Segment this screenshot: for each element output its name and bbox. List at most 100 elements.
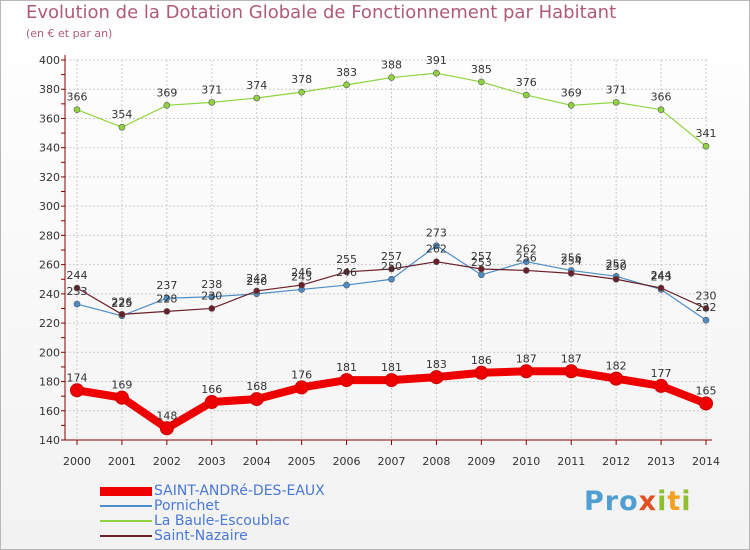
- data-label-saint_andre-2014: 165: [696, 384, 717, 397]
- data-point-saint_nazaire-2000: [73, 284, 81, 292]
- data-point-saint_andre-2002: [159, 421, 174, 436]
- data-label-saint_andre-2005: 176: [291, 368, 312, 381]
- data-label-saint_nazaire-2000: 244: [67, 269, 88, 282]
- x-tick-label-2012: 2012: [602, 455, 630, 468]
- data-point-saint_andre-2012: [609, 371, 624, 386]
- x-tick-label-2004: 2004: [243, 455, 271, 468]
- x-tick-label-2006: 2006: [333, 455, 361, 468]
- data-point-la_baule-2001: [118, 123, 126, 131]
- data-point-la_baule-2008: [433, 69, 440, 77]
- data-label-la_baule-2001: 354: [111, 108, 132, 121]
- legend-label-saint_nazaire: Saint-Nazaire: [154, 528, 248, 544]
- data-point-saint_andre-2007: [384, 373, 399, 388]
- data-label-saint_andre-2007: 181: [381, 361, 402, 374]
- data-point-la_baule-2006: [343, 81, 350, 89]
- data-label-la_baule-2007: 388: [381, 59, 402, 72]
- x-tick-label-2007: 2007: [378, 455, 406, 468]
- x-tick-label-2001: 2001: [108, 455, 136, 468]
- data-point-saint_andre-2008: [429, 370, 444, 385]
- legend-label-saint_andre: SAINT-ANDRé-DES-EAUX: [154, 483, 325, 499]
- data-point-pornichet-2008: [433, 242, 440, 249]
- y-tick-label-260: 260: [39, 259, 60, 272]
- data-point-la_baule-2002: [163, 102, 171, 109]
- data-point-saint_nazaire-2008: [433, 258, 440, 265]
- data-label-saint_nazaire-2006: 255: [336, 253, 357, 266]
- data-label-la_baule-2010: 376: [516, 76, 537, 89]
- legend-swatch-pornichet: [100, 505, 152, 507]
- data-label-pornichet-2012: 252: [606, 257, 627, 270]
- data-label-saint_nazaire-2009: 257: [471, 250, 492, 263]
- data-label-saint_andre-2000: 174: [67, 371, 88, 384]
- data-label-saint_nazaire-2012: 250: [606, 260, 627, 273]
- data-point-saint_andre-2013: [654, 378, 669, 393]
- data-label-la_baule-2009: 385: [471, 63, 492, 76]
- data-label-saint_andre-2009: 186: [471, 354, 492, 367]
- data-label-pornichet-2000: 233: [67, 285, 88, 298]
- data-point-saint_nazaire-2014: [702, 305, 710, 312]
- data-label-la_baule-2005: 378: [291, 73, 312, 86]
- data-point-pornichet-2007: [388, 275, 395, 283]
- data-label-saint_andre-2006: 181: [336, 361, 357, 374]
- y-tick-label-340: 340: [39, 142, 60, 155]
- data-point-saint_nazaire-2012: [612, 275, 620, 283]
- y-tick-label-140: 140: [39, 434, 60, 447]
- y-tick-label-300: 300: [39, 200, 60, 213]
- data-label-saint_andre-2012: 182: [606, 360, 627, 373]
- data-point-saint_nazaire-2013: [657, 284, 665, 292]
- legend-swatch-la_baule: [100, 520, 152, 522]
- data-point-saint_nazaire-2005: [298, 281, 305, 289]
- data-label-la_baule-2014: 341: [696, 127, 717, 140]
- x-tick-label-2009: 2009: [467, 455, 495, 468]
- data-point-la_baule-2005: [298, 88, 305, 96]
- x-tick-label-2010: 2010: [512, 455, 540, 468]
- data-label-pornichet-2002: 237: [156, 279, 177, 292]
- y-tick-label-320: 320: [39, 171, 60, 184]
- data-point-la_baule-2011: [567, 102, 575, 109]
- data-label-pornichet-2013: 243: [651, 270, 672, 283]
- data-label-pornichet-2011: 256: [561, 251, 582, 264]
- data-label-pornichet-2008: 273: [426, 227, 447, 240]
- data-point-saint_nazaire-2006: [343, 268, 350, 276]
- data-label-la_baule-2004: 374: [246, 79, 267, 92]
- data-label-la_baule-2002: 369: [156, 86, 177, 99]
- data-point-saint_andre-2009: [474, 365, 489, 380]
- data-point-pornichet-2006: [343, 281, 350, 289]
- data-label-saint_nazaire-2004: 242: [246, 272, 267, 285]
- data-label-la_baule-2000: 366: [67, 91, 88, 104]
- x-tick-label-2000: 2000: [63, 455, 91, 468]
- data-point-saint_andre-2005: [294, 380, 309, 395]
- data-point-saint_andre-2010: [519, 364, 534, 379]
- data-label-pornichet-2004: 240: [246, 275, 267, 288]
- line-chart: 140 160 180 200 220 240 260 280 300 320 340 360 380 4…: [39, 54, 720, 468]
- chart-subtitle: (en € et par an): [26, 27, 113, 40]
- data-label-pornichet-2007: 250: [381, 260, 402, 273]
- y-tick-label-200: 200: [39, 346, 60, 359]
- data-label-saint_nazaire-2007: 257: [381, 250, 402, 263]
- data-label-la_baule-2013: 366: [651, 91, 672, 104]
- x-tick-label-2011: 2011: [557, 455, 585, 468]
- data-label-saint_andre-2002: 148: [156, 409, 177, 422]
- data-point-la_baule-2012: [612, 99, 620, 106]
- data-label-pornichet-2009: 253: [471, 256, 492, 269]
- legend-label-pornichet: Pornichet: [154, 498, 220, 514]
- data-label-saint_nazaire-2002: 228: [156, 292, 177, 305]
- data-label-la_baule-2003: 371: [201, 83, 222, 96]
- y-tick-label-180: 180: [39, 376, 60, 389]
- data-label-saint_andre-2004: 168: [246, 380, 267, 393]
- data-point-la_baule-2004: [253, 94, 261, 102]
- proxiti-logo: Proxiti: [584, 486, 692, 517]
- data-point-saint_andre-2003: [204, 395, 219, 409]
- data-point-saint_andre-2000: [70, 383, 84, 398]
- data-point-saint_nazaire-2003: [208, 305, 216, 312]
- data-label-saint_andre-2013: 177: [651, 367, 672, 380]
- data-point-la_baule-2014: [702, 142, 710, 150]
- x-tick-label-2003: 2003: [198, 455, 226, 468]
- data-point-saint_nazaire-2011: [567, 270, 575, 277]
- data-point-pornichet-2014: [702, 316, 710, 324]
- data-label-saint_andre-2003: 166: [201, 383, 222, 396]
- legend-label-la_baule: La Baule-Escoublac: [154, 513, 290, 529]
- data-point-pornichet-2010: [522, 258, 530, 265]
- data-point-la_baule-2009: [478, 78, 485, 86]
- data-label-la_baule-2008: 391: [426, 54, 447, 67]
